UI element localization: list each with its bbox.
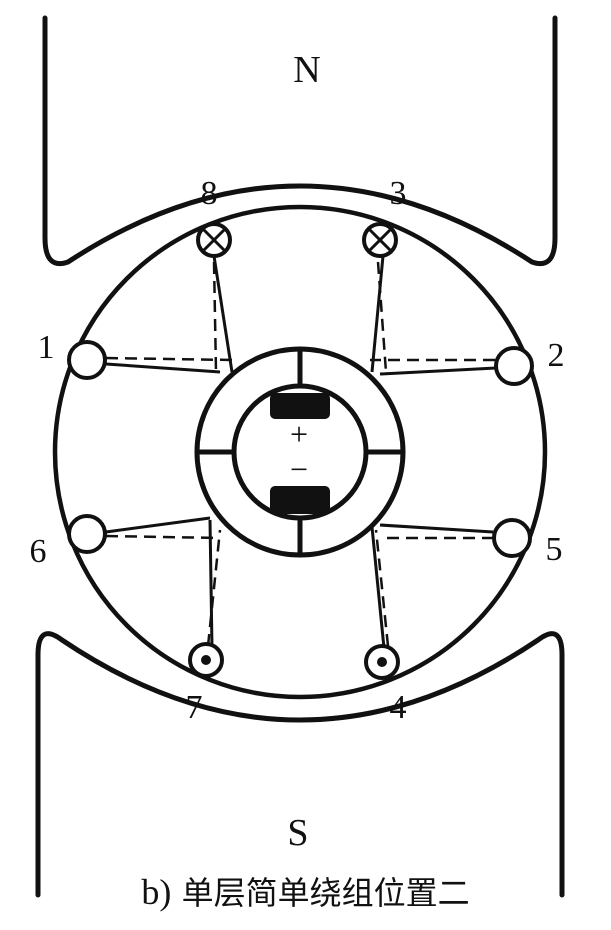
commutator-minus-label: − <box>290 451 308 487</box>
commutator-plus-label: + <box>290 416 308 452</box>
cross-marker-icon <box>367 227 393 253</box>
caption-prefix: b) <box>141 872 172 912</box>
slot-label-5: 5 <box>546 531 563 568</box>
figure-caption: b) 单层简单绕组位置二 <box>0 868 611 914</box>
armature-circle <box>52 204 548 700</box>
brush-bottom <box>270 486 330 514</box>
slot-conductor-2 <box>494 346 534 386</box>
dot-marker-icon <box>377 657 387 667</box>
north-pole-label: N <box>293 49 320 91</box>
dot-marker-icon <box>201 655 211 665</box>
slot-label-8: 8 <box>201 175 218 212</box>
cross-marker-icon <box>201 227 227 253</box>
south-pole-shoe <box>35 631 565 898</box>
slot-label-1: 1 <box>38 329 55 366</box>
slot-conductor-5 <box>492 518 532 558</box>
north-pole-shoe <box>42 15 558 266</box>
slot-label-6: 6 <box>30 533 47 570</box>
slot-label-3: 3 <box>390 175 407 212</box>
caption-text: 单层简单绕组位置二 <box>181 874 470 912</box>
winding-solid-lines <box>105 255 497 649</box>
slot-label-4: 4 <box>390 689 407 726</box>
slot-label-7: 7 <box>186 689 203 726</box>
slot-conductor-6 <box>67 514 107 554</box>
brush-top <box>270 393 330 419</box>
slot-conductor-1 <box>67 340 107 380</box>
south-pole-label: S <box>287 812 308 854</box>
winding-dashed-lines <box>105 261 495 647</box>
slot-label-2: 2 <box>548 337 565 374</box>
